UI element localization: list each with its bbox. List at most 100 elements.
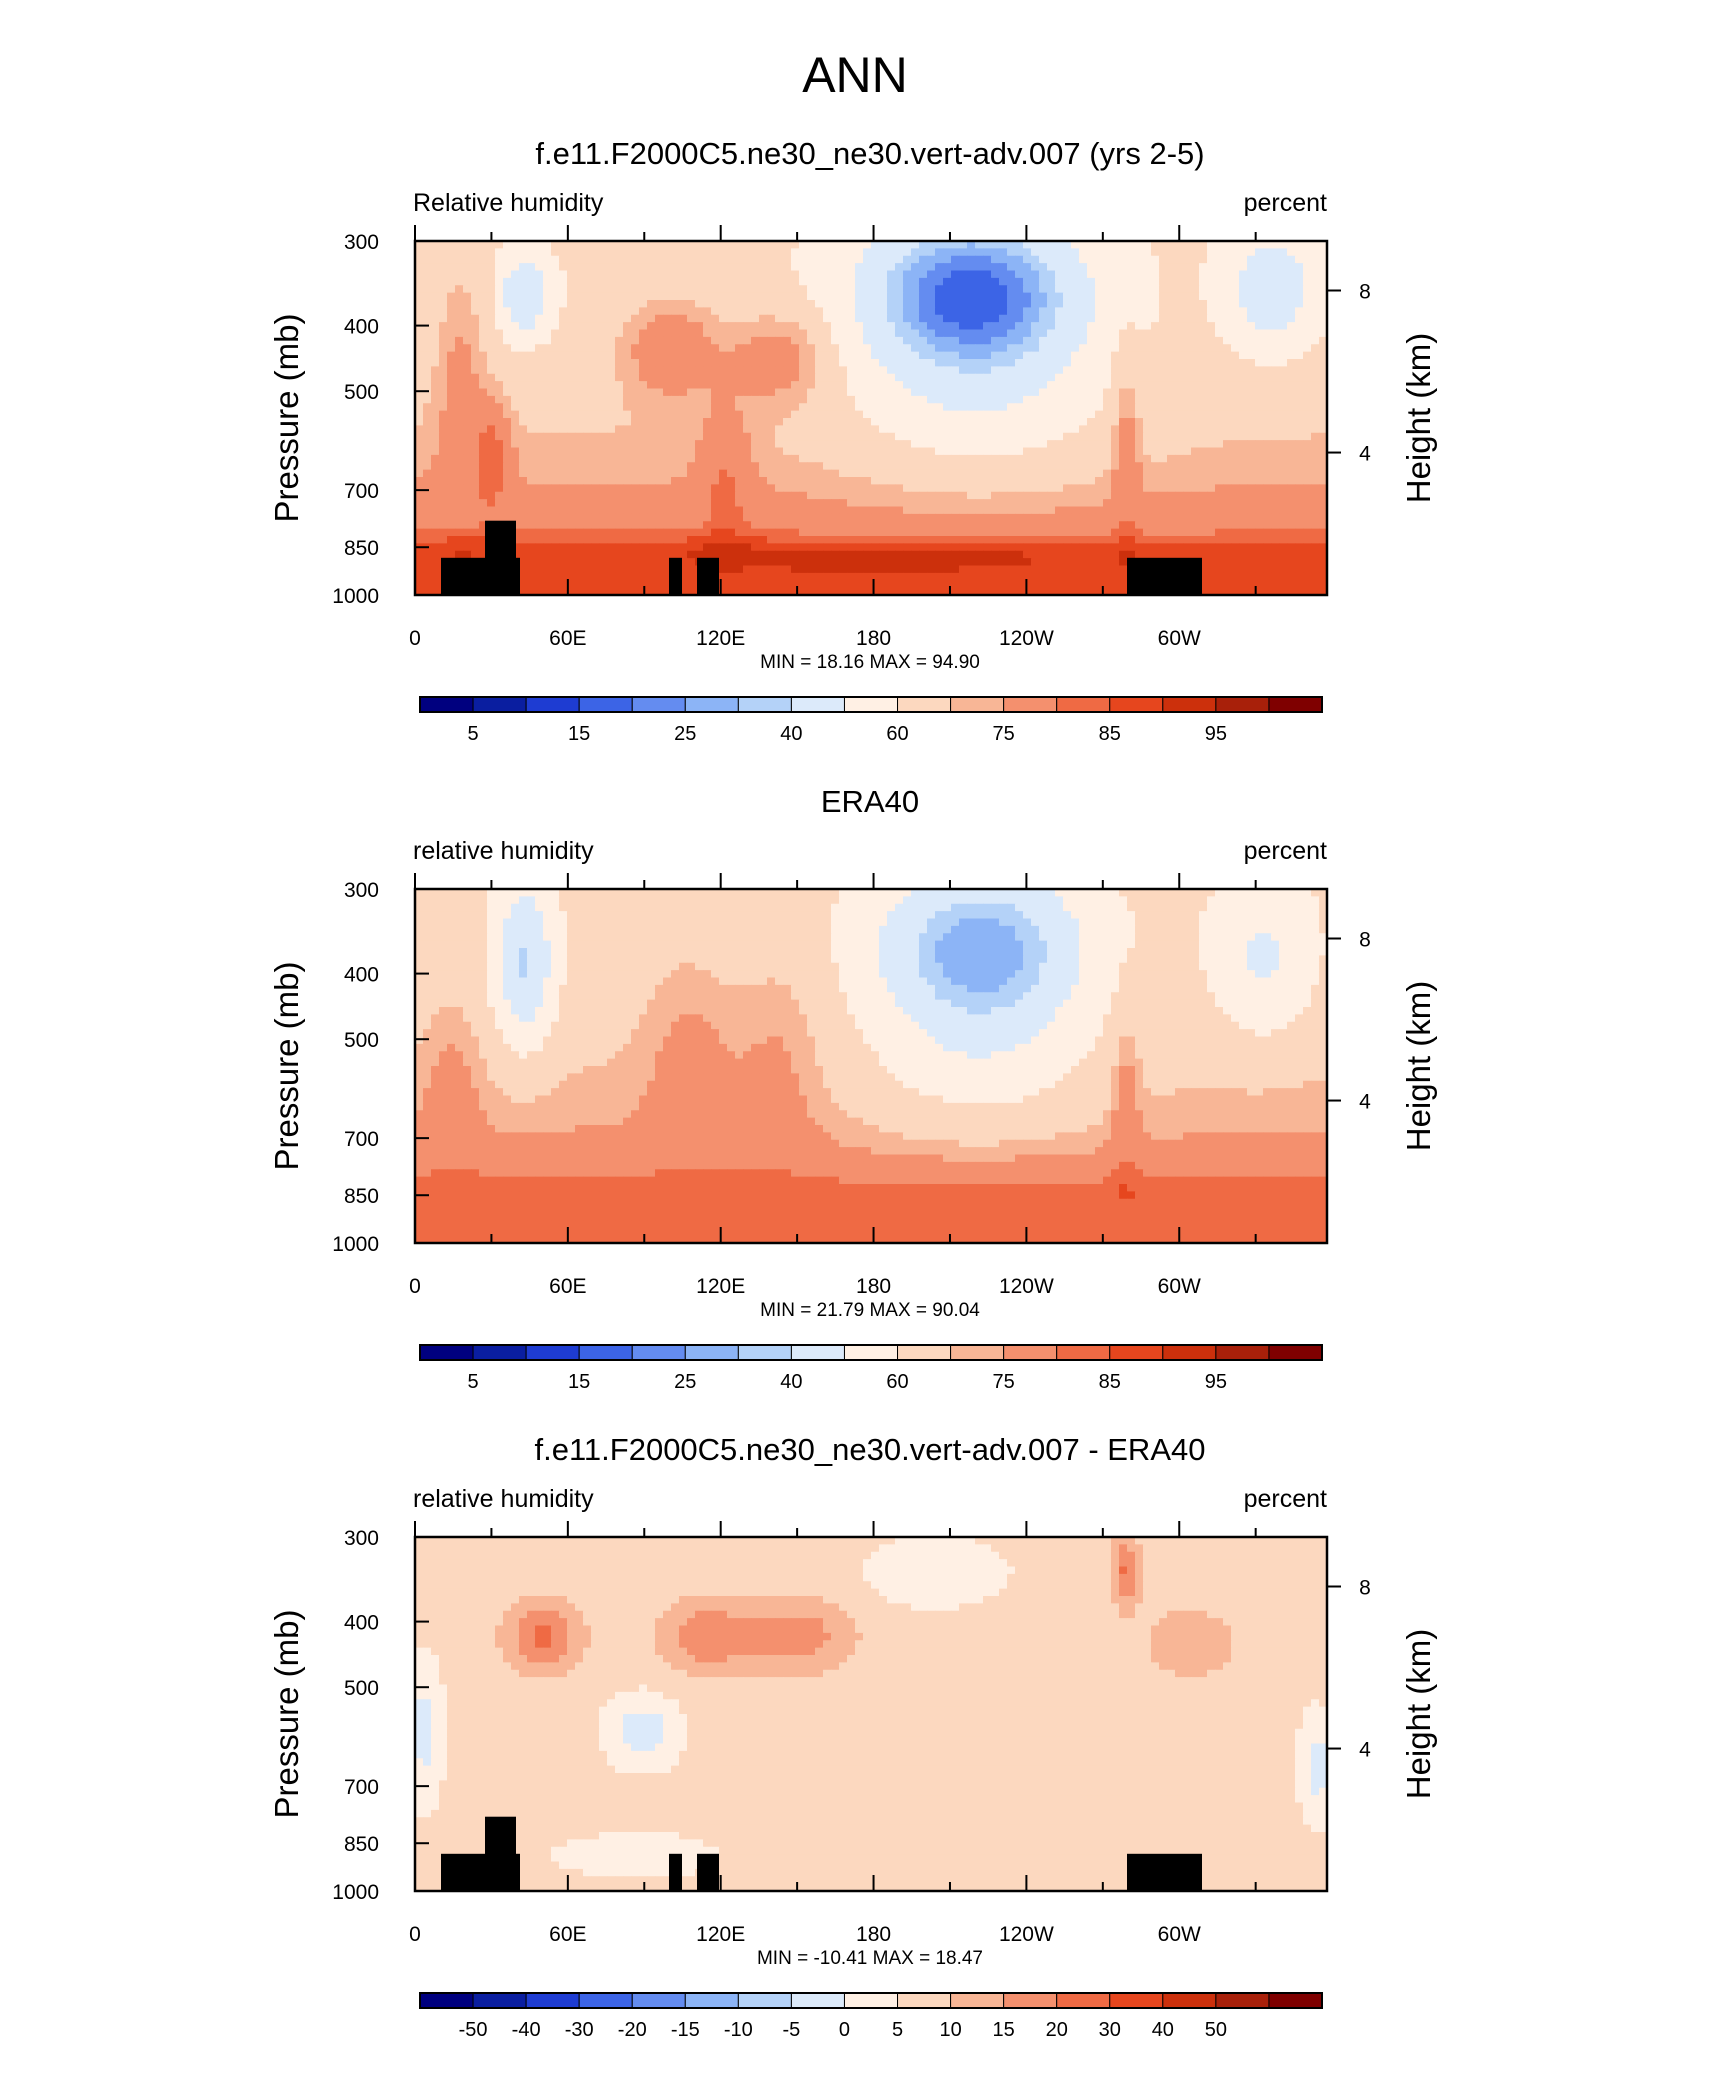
field-cell (823, 425, 832, 434)
field-cell (1247, 322, 1256, 331)
field-cell (519, 248, 528, 257)
field-cell (639, 300, 648, 308)
field-cell (1303, 241, 1312, 249)
field-cell (431, 359, 440, 367)
field-cell (1271, 513, 1280, 522)
field-cell (663, 477, 672, 485)
field-cell (727, 447, 736, 456)
field-cell (871, 270, 880, 279)
field-cell (543, 491, 552, 500)
field-cell (591, 521, 600, 530)
field-cell (1247, 440, 1256, 449)
field-cell (775, 307, 784, 316)
field-cell (775, 336, 784, 345)
field-cell (727, 285, 736, 294)
field-cell (943, 550, 952, 559)
field-cell (631, 292, 640, 301)
field-cell (1111, 506, 1120, 515)
field-cell (1207, 300, 1216, 308)
field-cell (583, 388, 592, 397)
field-cell (1191, 447, 1200, 456)
field-cell (415, 263, 424, 272)
field-cell (719, 484, 728, 493)
field-cell (1239, 248, 1248, 257)
field-cell (1271, 462, 1280, 471)
field-cell (823, 469, 832, 478)
field-cell (759, 418, 768, 426)
field-cell (1031, 241, 1040, 249)
field-cell (679, 543, 688, 552)
field-cell (1127, 440, 1136, 449)
field-cell (639, 277, 648, 286)
field-cell (983, 550, 992, 559)
field-cell (527, 558, 536, 567)
field-cell (735, 255, 744, 264)
field-cell (1023, 403, 1032, 412)
field-cell (511, 462, 520, 471)
field-cell (447, 403, 456, 412)
field-cell (567, 248, 576, 257)
field-cell (1119, 469, 1128, 478)
field-cell (927, 469, 936, 478)
field-cell (519, 558, 528, 567)
field-cell (1191, 513, 1200, 522)
field-cell (1159, 469, 1168, 478)
field-cell (831, 241, 840, 249)
field-cell (647, 410, 656, 419)
field-cell (631, 248, 640, 257)
field-cell (1319, 543, 1328, 552)
field-cell (855, 410, 864, 419)
field-cell (711, 550, 720, 559)
field-cell (679, 528, 688, 537)
field-cell (1215, 528, 1224, 537)
field-cell (447, 440, 456, 449)
field-cell (1303, 484, 1312, 493)
field-cell (479, 359, 488, 367)
field-cell (1175, 344, 1184, 353)
field-cell (727, 440, 736, 449)
field-cell (487, 263, 496, 272)
field-cell (919, 454, 928, 463)
field-cell (1231, 307, 1240, 316)
field-cell (799, 285, 808, 294)
field-cell (1295, 410, 1304, 419)
field-cell (471, 528, 480, 537)
field-cell (839, 314, 848, 323)
field-cell (1071, 432, 1080, 441)
field-cell (415, 344, 424, 353)
field-cell (1103, 506, 1112, 515)
field-cell (471, 506, 480, 515)
field-cell (647, 521, 656, 530)
field-cell (751, 248, 760, 257)
field-cell (967, 410, 976, 419)
field-cell (607, 499, 616, 508)
field-cell (735, 336, 744, 345)
field-cell (631, 344, 640, 353)
field-cell (1087, 432, 1096, 441)
field-cell (1159, 248, 1168, 257)
field-cell (1055, 418, 1064, 426)
field-cell (1135, 462, 1144, 471)
field-cell (607, 241, 616, 249)
field-cell (639, 344, 648, 353)
field-cell (759, 513, 768, 522)
field-cell (1311, 307, 1320, 316)
field-cell (415, 314, 424, 323)
field-cell (1303, 329, 1312, 338)
field-cell (991, 454, 1000, 463)
field-cell (967, 513, 976, 522)
field-cell (575, 469, 584, 478)
field-cell (559, 336, 568, 345)
field-cell (1311, 484, 1320, 493)
field-cell (879, 447, 888, 456)
field-cell (1063, 484, 1072, 493)
field-cell (839, 469, 848, 478)
field-cell (919, 425, 928, 434)
field-cell (975, 432, 984, 441)
field-cell (479, 344, 488, 353)
field-cell (1199, 388, 1208, 397)
field-cell (1271, 351, 1280, 360)
field-cell (567, 285, 576, 294)
field-cell (815, 322, 824, 331)
units-label: percent (1244, 189, 1327, 217)
